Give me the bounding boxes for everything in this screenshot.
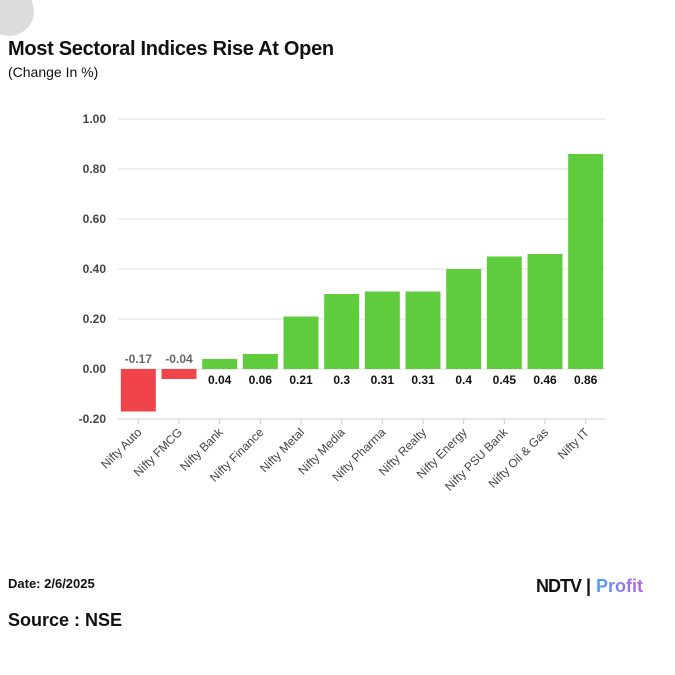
y-tick-label: -0.20	[79, 412, 107, 426]
data-label: -0.04	[165, 352, 193, 366]
data-label: 0.3	[333, 373, 350, 387]
bar	[161, 369, 197, 379]
y-tick-label: 1.00	[83, 112, 107, 126]
bar	[568, 154, 604, 369]
data-label: -0.17	[125, 352, 153, 366]
y-tick-label: 0.80	[83, 162, 107, 176]
bar	[202, 359, 238, 369]
bar	[405, 291, 441, 369]
data-label: 0.06	[249, 373, 273, 387]
x-tick-label: Nifty IT	[555, 425, 592, 462]
data-label: 0.45	[493, 373, 517, 387]
data-label: 0.86	[574, 373, 598, 387]
y-tick-label: 0.20	[83, 312, 107, 326]
chart-subtitle: (Change In %)	[8, 64, 99, 80]
y-tick-label: 0.00	[83, 362, 107, 376]
data-label: 0.31	[411, 373, 435, 387]
y-tick-label: 0.40	[83, 262, 107, 276]
logo-ndtv: NDTV	[536, 576, 582, 596]
bar	[527, 254, 563, 369]
date-label: Date: 2/6/2025	[8, 576, 95, 591]
data-label: 0.31	[371, 373, 395, 387]
logo-profit: Profit	[596, 576, 644, 596]
bar	[283, 316, 319, 369]
y-tick-label: 0.60	[83, 212, 107, 226]
ndtv-profit-logo: NDTV | Profit	[536, 576, 644, 596]
bar	[486, 256, 522, 369]
data-label: 0.46	[533, 373, 557, 387]
bar	[324, 294, 360, 369]
bar	[242, 354, 278, 369]
data-label: 0.4	[455, 373, 472, 387]
data-label: 0.21	[289, 373, 313, 387]
source-label: Source : NSE	[8, 610, 123, 630]
chart-title: Most Sectoral Indices Rise At Open	[8, 38, 334, 60]
bar	[446, 269, 482, 369]
bar	[364, 291, 400, 369]
data-label: 0.04	[208, 373, 232, 387]
bar	[120, 369, 156, 412]
